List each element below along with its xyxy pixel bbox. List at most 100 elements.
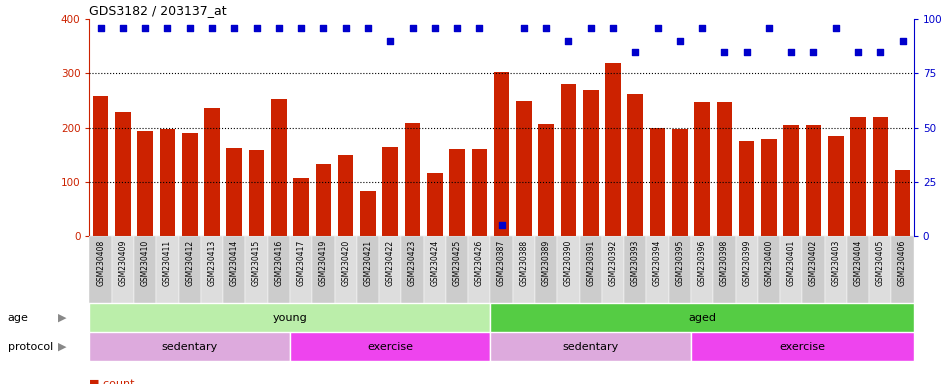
Bar [449, 149, 464, 236]
Bar [334, 236, 357, 303]
Text: GSM230400: GSM230400 [765, 240, 773, 286]
Bar [736, 236, 757, 303]
Bar [828, 136, 844, 236]
Bar [491, 236, 512, 303]
Point [717, 49, 732, 55]
Bar [182, 132, 198, 236]
Point [405, 25, 420, 31]
Point [851, 49, 866, 55]
Bar [650, 127, 665, 236]
Bar [338, 155, 353, 236]
Point [784, 49, 799, 55]
Bar [780, 236, 803, 303]
Text: age: age [8, 313, 28, 323]
Bar [691, 236, 713, 303]
Bar [805, 125, 821, 236]
Bar [694, 102, 710, 236]
Bar [512, 236, 535, 303]
Bar [405, 123, 420, 236]
Text: GSM230408: GSM230408 [96, 240, 106, 286]
Point [115, 25, 130, 31]
Text: GSM230398: GSM230398 [720, 240, 729, 286]
Text: GSM230421: GSM230421 [364, 240, 372, 286]
Bar [560, 84, 577, 236]
Text: GSM230399: GSM230399 [742, 240, 751, 286]
Text: exercise: exercise [779, 341, 825, 352]
Point [93, 25, 108, 31]
Bar [89, 332, 290, 361]
Text: GDS3182 / 203137_at: GDS3182 / 203137_at [89, 3, 227, 17]
Bar [691, 332, 914, 361]
Text: GSM230424: GSM230424 [430, 240, 439, 286]
Text: GSM230419: GSM230419 [319, 240, 328, 286]
Bar [89, 303, 491, 332]
Bar [204, 108, 219, 236]
Point [828, 25, 843, 31]
Text: sedentary: sedentary [562, 341, 619, 352]
Bar [223, 236, 246, 303]
Bar [539, 124, 554, 236]
Bar [115, 113, 131, 236]
Text: GSM230402: GSM230402 [809, 240, 818, 286]
Text: GSM230420: GSM230420 [341, 240, 350, 286]
Text: ▶: ▶ [58, 313, 67, 323]
Text: GSM230409: GSM230409 [119, 240, 127, 286]
Text: GSM230387: GSM230387 [497, 240, 506, 286]
Bar [226, 148, 242, 236]
Bar [717, 102, 732, 236]
Bar [382, 147, 398, 236]
Bar [891, 236, 914, 303]
Text: GSM230413: GSM230413 [207, 240, 217, 286]
Bar [290, 332, 491, 361]
Point [449, 25, 464, 31]
Bar [872, 117, 888, 236]
Point [249, 25, 264, 31]
Text: GSM230412: GSM230412 [186, 240, 194, 286]
Point [294, 25, 309, 31]
Bar [494, 72, 510, 236]
Bar [159, 129, 175, 236]
Text: young: young [272, 313, 307, 323]
Bar [268, 236, 290, 303]
Point [694, 25, 709, 31]
Bar [739, 141, 755, 236]
Point [516, 25, 531, 31]
Text: protocol: protocol [8, 341, 53, 352]
Point [627, 49, 642, 55]
Bar [93, 96, 108, 236]
Bar [895, 170, 910, 236]
Bar [424, 236, 446, 303]
Text: GSM230416: GSM230416 [274, 240, 284, 286]
Bar [516, 101, 531, 236]
Bar [446, 236, 468, 303]
Bar [89, 236, 112, 303]
Point [271, 25, 286, 31]
Text: sedentary: sedentary [162, 341, 218, 352]
Point [338, 25, 353, 31]
Point [739, 49, 755, 55]
Text: GSM230423: GSM230423 [408, 240, 417, 286]
Bar [558, 236, 579, 303]
Text: GSM230417: GSM230417 [297, 240, 305, 286]
Text: GSM230426: GSM230426 [475, 240, 484, 286]
Text: GSM230390: GSM230390 [564, 240, 573, 286]
Bar [535, 236, 558, 303]
Point [673, 38, 688, 44]
Bar [869, 236, 891, 303]
Bar [357, 236, 379, 303]
Bar [138, 131, 153, 236]
Point [472, 25, 487, 31]
Bar [312, 236, 334, 303]
Text: GSM230403: GSM230403 [831, 240, 840, 286]
Point [761, 25, 776, 31]
Bar [179, 236, 201, 303]
Bar [468, 236, 491, 303]
Text: GSM230414: GSM230414 [230, 240, 238, 286]
Bar [602, 236, 625, 303]
Point [316, 25, 331, 31]
Bar [491, 332, 691, 361]
Point [428, 25, 443, 31]
Text: GSM230415: GSM230415 [252, 240, 261, 286]
Bar [646, 236, 669, 303]
Bar [579, 236, 602, 303]
